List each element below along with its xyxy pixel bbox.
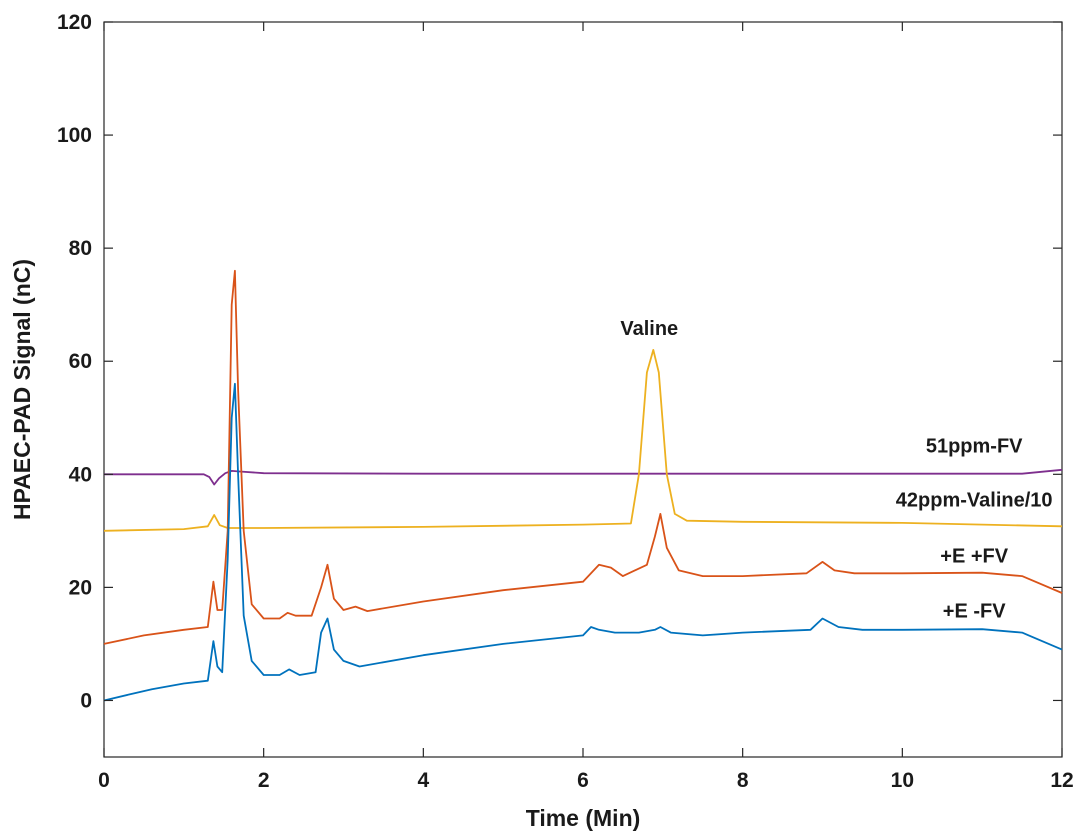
x-tick-label: 4 <box>417 769 429 792</box>
y-axis-label: HPAEC-PAD Signal (nC) <box>9 259 35 520</box>
annotation-label: 42ppm-Valine/10 <box>896 490 1053 512</box>
y-tick-label: 100 <box>57 124 92 147</box>
x-tick-label: 2 <box>258 769 270 792</box>
y-tick-label: 40 <box>69 463 92 486</box>
annotation-label: +E +FV <box>940 546 1008 568</box>
x-tick-label: 12 <box>1050 769 1073 792</box>
x-tick-label: 8 <box>737 769 749 792</box>
y-tick-label: 20 <box>69 576 92 599</box>
y-tick-label: 80 <box>69 237 92 260</box>
y-tick-label: 120 <box>57 11 92 34</box>
x-axis-label: Time (Min) <box>526 805 641 831</box>
x-tick-label: 10 <box>891 769 914 792</box>
annotation-label: Valine <box>620 318 678 340</box>
y-tick-label: 60 <box>69 350 92 373</box>
y-tick-label: 0 <box>80 689 92 712</box>
annotation-label: 51ppm-FV <box>926 435 1023 457</box>
x-tick-label: 0 <box>98 769 110 792</box>
plot-area <box>104 22 1062 757</box>
annotation-label: +E -FV <box>943 600 1006 622</box>
x-tick-label: 6 <box>577 769 589 792</box>
plot-frame <box>104 22 1062 757</box>
